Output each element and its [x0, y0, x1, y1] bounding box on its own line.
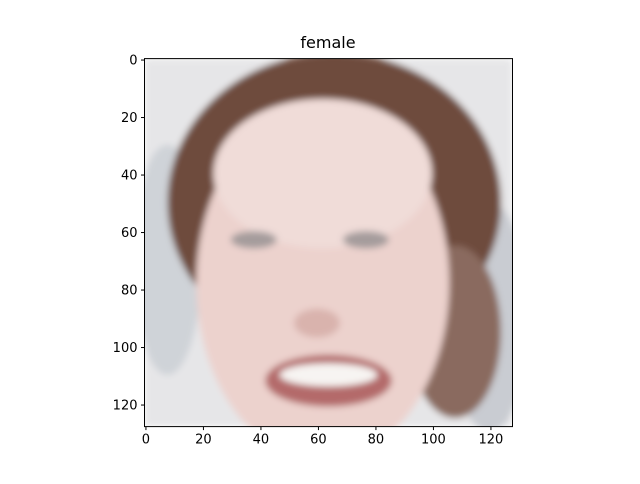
x-tick-label: 20 — [195, 433, 212, 448]
y-tick-label: 20 — [121, 111, 138, 126]
y-tick-label: 100 — [113, 341, 138, 356]
chart-title: female — [300, 33, 355, 52]
x-tick-label: 100 — [421, 433, 446, 448]
y-tick-label: 80 — [121, 284, 138, 299]
x-tick-label: 120 — [479, 433, 504, 448]
y-tick-label: 60 — [121, 226, 138, 241]
y-tick-label: 40 — [121, 169, 138, 184]
y-tick-label: 0 — [129, 54, 137, 69]
x-tick-label: 40 — [253, 433, 270, 448]
x-tick-label: 80 — [368, 433, 385, 448]
image — [144, 58, 513, 427]
x-tick-label: 60 — [310, 433, 327, 448]
y-tick-label: 120 — [113, 399, 138, 414]
axes-frame — [144, 58, 513, 428]
x-tick-label: 0 — [142, 433, 150, 448]
